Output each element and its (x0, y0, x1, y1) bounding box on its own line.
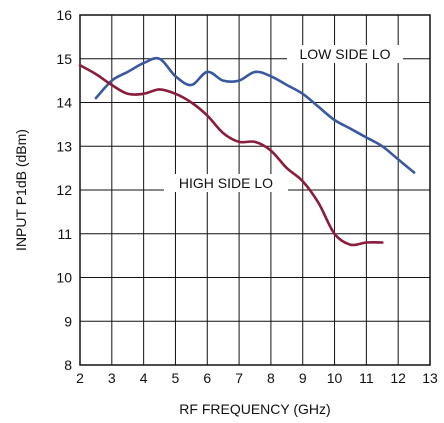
y-tick-label: 8 (64, 357, 72, 373)
y-tick-label: 11 (57, 226, 72, 242)
x-tick-label: 12 (390, 370, 406, 386)
x-axis-label: RF FREQUENCY (GHz) (179, 401, 330, 417)
y-axis-label: INPUT P1dB (dBm) (13, 129, 29, 251)
x-tick-label: 2 (76, 370, 84, 386)
annotations: LOW SIDE LO HIGH SIDE LO (164, 45, 403, 192)
y-tick-label: 15 (56, 51, 72, 67)
x-tick-label: 6 (203, 370, 211, 386)
y-tick-label: 10 (56, 270, 72, 286)
x-tick-label: 4 (140, 370, 148, 386)
x-tick-label: 3 (108, 370, 116, 386)
tick-labels: 2 3 4 5 6 7 8 9 10 11 12 13 8 9 10 11 12 13 14 15 16 (56, 7, 438, 386)
y-tick-label: 12 (56, 182, 72, 198)
plot-frame (79, 14, 431, 366)
y-tick-label: 13 (56, 138, 72, 154)
x-tick-label: 10 (327, 370, 343, 386)
x-tick-label: 7 (235, 370, 243, 386)
x-tick-label: 9 (299, 370, 307, 386)
x-tick-label: 8 (267, 370, 275, 386)
x-tick-label: 5 (172, 370, 180, 386)
series-annotation-high: HIGH SIDE LO (179, 175, 273, 191)
series-line-high (78, 64, 384, 247)
series-line-low (94, 56, 416, 174)
series-layer (78, 56, 416, 247)
y-tick-label: 9 (64, 313, 72, 329)
series-annotation-low: LOW SIDE LO (299, 46, 390, 62)
y-tick-label: 16 (56, 7, 72, 23)
y-tick-label: 14 (56, 95, 72, 111)
annotation-bg (164, 174, 288, 192)
x-tick-label: 13 (422, 370, 438, 386)
x-tick-label: 11 (359, 370, 374, 386)
annotation-bg (287, 45, 403, 63)
